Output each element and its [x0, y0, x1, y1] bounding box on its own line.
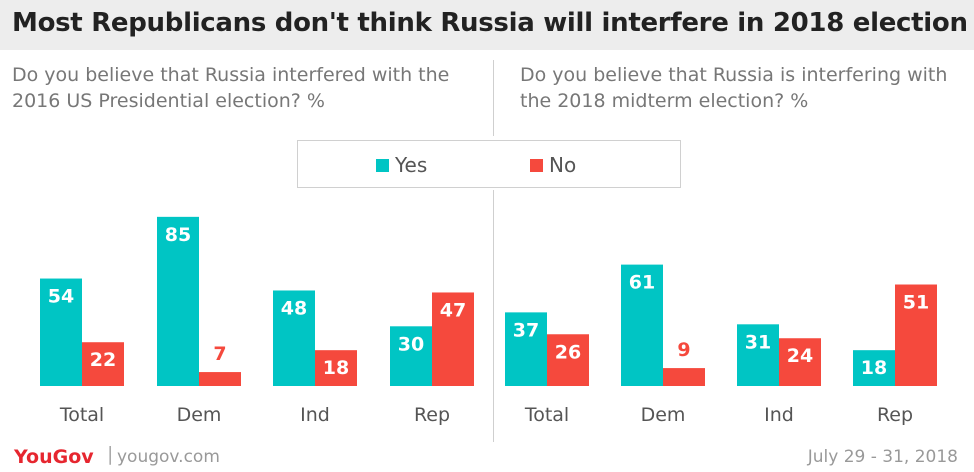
- legend-label-no: No: [549, 153, 577, 177]
- bar-2016-yes-dem: [157, 216, 199, 386]
- data-label-2018-no-ind: 24: [787, 345, 813, 367]
- legend-swatch-yes: [376, 159, 389, 172]
- title-band: [0, 0, 974, 50]
- category-label-2018-ind: Ind: [764, 404, 794, 426]
- data-label-2018-yes-dem: 61: [629, 272, 655, 294]
- bar-2018-no-dem: [663, 368, 705, 386]
- category-label-2016-dem: Dem: [177, 404, 222, 426]
- data-label-2018-no-total: 26: [555, 341, 581, 363]
- category-label-2016-total: Total: [59, 404, 104, 426]
- right-panel-question: Do you believe that Russia is interferin…: [520, 64, 948, 112]
- data-label-2016-no-rep: 47: [440, 299, 466, 321]
- bar-2018-yes-rep: [853, 350, 895, 386]
- category-label-2016-ind: Ind: [300, 404, 330, 426]
- data-label-2018-yes-total: 37: [513, 319, 539, 341]
- bar-2016-yes-total: [40, 278, 82, 386]
- bar-2016-no-total: [82, 342, 124, 386]
- data-label-2016-no-dem: 7: [213, 343, 226, 365]
- data-label-2016-yes-ind: 48: [281, 297, 307, 319]
- bar-2018-yes-total: [505, 312, 547, 386]
- legend: Yes No: [297, 140, 681, 188]
- data-label-2018-yes-rep: 18: [861, 357, 887, 379]
- data-label-2016-no-ind: 18: [323, 357, 349, 379]
- bar-2018-no-total: [547, 334, 589, 386]
- chart-title: Most Republicans don't think Russia will…: [12, 8, 968, 38]
- bar-2016-no-rep: [432, 292, 474, 386]
- bar-2016-no-ind: [315, 350, 357, 386]
- data-label-2016-yes-rep: 30: [398, 333, 424, 355]
- footer-website: yougov.com: [117, 447, 220, 467]
- bar-2018-no-rep: [895, 284, 937, 386]
- bar-2016-no-dem: [199, 372, 241, 386]
- category-label-2018-total: Total: [524, 404, 569, 426]
- category-label-2016-rep: Rep: [414, 404, 450, 426]
- bar-2016-yes-ind: [273, 290, 315, 386]
- footer-separator: |: [107, 443, 114, 465]
- bar-2018-no-ind: [779, 338, 821, 386]
- yougov-logo: YouGov: [14, 446, 94, 468]
- bar-2018-yes-ind: [737, 324, 779, 386]
- left-panel-question: Do you believe that Russia interfered wi…: [12, 64, 450, 112]
- legend-item-yes: Yes: [376, 153, 427, 177]
- data-label-2018-no-dem: 9: [677, 339, 690, 361]
- data-label-2018-yes-ind: 31: [745, 331, 771, 353]
- bar-2016-yes-rep: [390, 326, 432, 386]
- category-label-2018-dem: Dem: [641, 404, 686, 426]
- data-label-2018-no-rep: 51: [903, 292, 929, 314]
- data-label-2016-yes-dem: 85: [165, 224, 191, 246]
- panel-divider-bottom: [493, 190, 494, 442]
- survey-date: July 29 - 31, 2018: [807, 447, 958, 467]
- category-label-2018-rep: Rep: [877, 404, 913, 426]
- legend-label-yes: Yes: [395, 153, 428, 177]
- panel-divider-top: [493, 60, 494, 136]
- data-label-2016-no-total: 22: [90, 349, 116, 371]
- bar-2018-yes-dem: [621, 264, 663, 386]
- legend-swatch-no: [530, 159, 543, 172]
- legend-item-no: No: [530, 153, 576, 177]
- data-label-2016-yes-total: 54: [48, 286, 74, 308]
